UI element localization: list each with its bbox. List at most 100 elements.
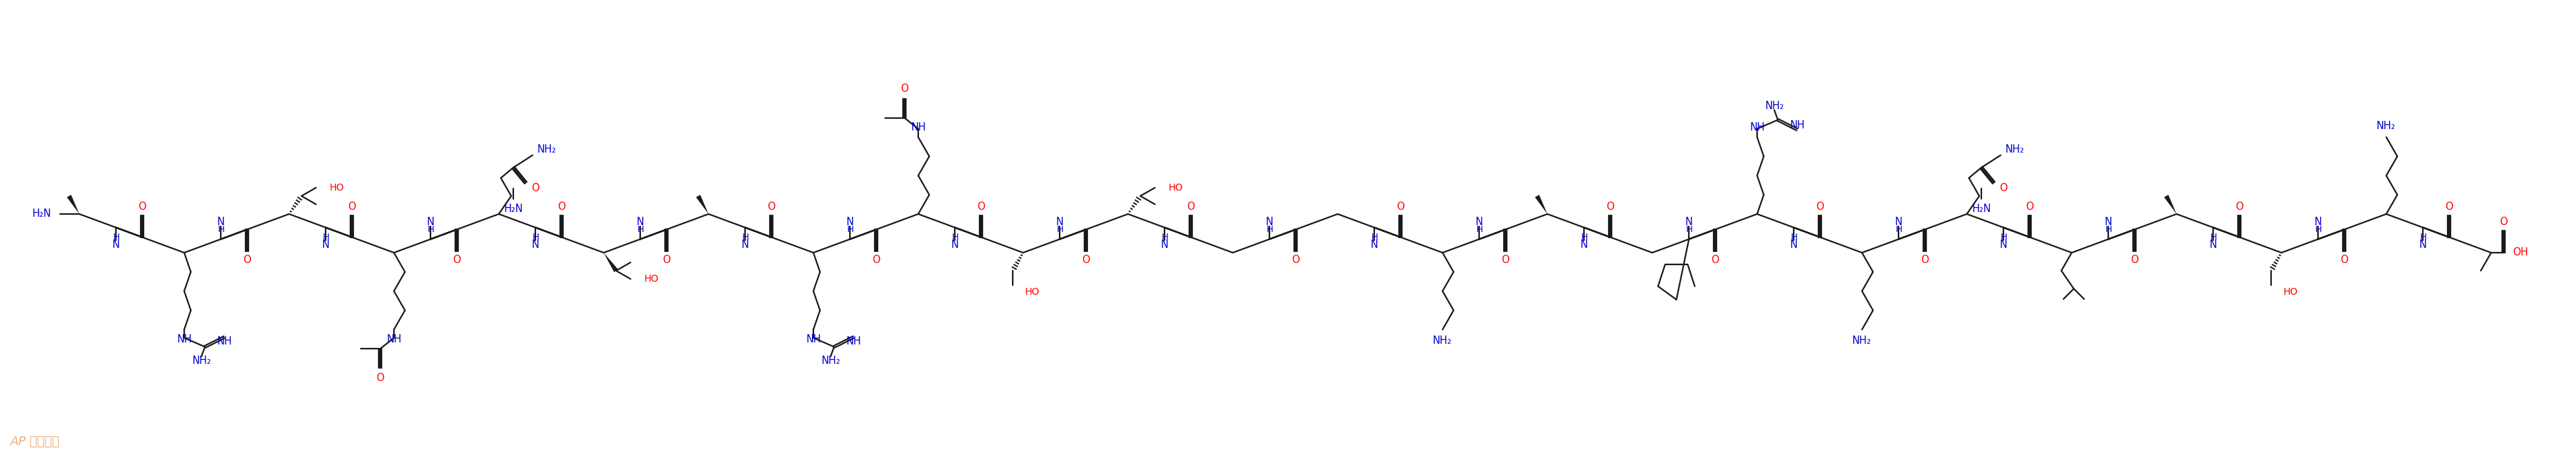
- Text: N: N: [951, 240, 958, 250]
- Text: O: O: [1710, 255, 1718, 265]
- Text: H: H: [1582, 233, 1587, 242]
- Text: HO: HO: [2282, 287, 2298, 297]
- Text: O: O: [376, 373, 384, 383]
- Text: H₂N: H₂N: [31, 209, 52, 219]
- Text: N: N: [1476, 217, 1484, 227]
- Text: H: H: [1267, 225, 1273, 234]
- Text: N: N: [531, 240, 538, 250]
- Text: O: O: [1922, 255, 1929, 265]
- Text: H: H: [1896, 225, 1901, 234]
- Text: H: H: [533, 233, 538, 242]
- Text: N: N: [1579, 240, 1587, 250]
- Text: O: O: [1396, 202, 1404, 212]
- Text: O: O: [2342, 255, 2349, 265]
- Text: HO: HO: [1025, 287, 1041, 297]
- Text: O: O: [531, 183, 538, 193]
- Text: O: O: [453, 255, 461, 265]
- Text: NH: NH: [912, 122, 925, 133]
- Text: O: O: [2025, 202, 2035, 212]
- Text: N: N: [1685, 217, 1692, 227]
- Text: O: O: [2499, 217, 2506, 227]
- Text: NH: NH: [1790, 120, 1806, 130]
- Text: H: H: [1056, 225, 1064, 234]
- Text: N: N: [2210, 240, 2218, 250]
- Text: O: O: [2236, 202, 2244, 212]
- Text: NH: NH: [216, 336, 232, 346]
- Text: NH₂: NH₂: [1765, 101, 1785, 111]
- Text: H: H: [1162, 233, 1167, 242]
- Text: H: H: [2105, 225, 2112, 234]
- Text: O: O: [2445, 202, 2452, 212]
- Text: HO: HO: [330, 183, 345, 192]
- Text: O: O: [873, 255, 881, 265]
- Text: H: H: [1685, 225, 1692, 234]
- Text: NH₂: NH₂: [191, 356, 211, 366]
- Text: N: N: [113, 240, 121, 250]
- Text: O: O: [1291, 255, 1301, 265]
- Polygon shape: [1535, 195, 1548, 214]
- Text: H₂N: H₂N: [1971, 204, 1991, 214]
- Text: NH₂: NH₂: [1852, 336, 1873, 346]
- Text: NH: NH: [806, 334, 822, 344]
- Text: N: N: [1790, 240, 1798, 250]
- Text: O: O: [2130, 255, 2138, 265]
- Text: H: H: [1476, 225, 1484, 234]
- Text: H: H: [1790, 233, 1798, 242]
- Text: H: H: [322, 233, 330, 242]
- Text: N: N: [2419, 240, 2427, 250]
- Text: N: N: [1162, 240, 1170, 250]
- Text: NH₂: NH₂: [536, 144, 556, 155]
- Text: AP 专肽生物: AP 专肽生物: [10, 436, 59, 448]
- Text: O: O: [242, 255, 250, 265]
- Text: H: H: [2316, 225, 2321, 234]
- Text: O: O: [1816, 202, 1824, 212]
- Text: NH₂: NH₂: [2378, 121, 2396, 131]
- Polygon shape: [67, 195, 80, 214]
- Text: N: N: [1370, 240, 1378, 250]
- Text: H: H: [742, 233, 750, 242]
- Text: NH: NH: [386, 334, 402, 344]
- Text: NH: NH: [848, 336, 860, 346]
- Text: NH₂: NH₂: [2004, 144, 2025, 155]
- Text: O: O: [662, 255, 670, 265]
- Text: H: H: [1999, 233, 2007, 242]
- Text: N: N: [2105, 217, 2112, 227]
- Text: HO: HO: [1170, 183, 1182, 192]
- Text: H: H: [1370, 233, 1378, 242]
- Text: N: N: [1056, 217, 1064, 227]
- Text: O: O: [1082, 255, 1090, 265]
- Text: N: N: [322, 240, 330, 250]
- Text: HO: HO: [644, 274, 659, 284]
- Text: H: H: [636, 225, 644, 234]
- Text: O: O: [139, 202, 147, 212]
- Polygon shape: [696, 195, 708, 214]
- Text: NH₂: NH₂: [822, 356, 840, 366]
- Text: N: N: [1999, 240, 2007, 250]
- Text: O: O: [1607, 202, 1615, 212]
- Polygon shape: [2164, 195, 2177, 214]
- Text: N: N: [216, 217, 224, 227]
- Text: N: N: [428, 217, 435, 227]
- Text: H: H: [951, 233, 958, 242]
- Text: O: O: [768, 202, 775, 212]
- Text: N: N: [742, 240, 750, 250]
- Text: O: O: [902, 83, 909, 94]
- Text: H₂N: H₂N: [505, 204, 523, 214]
- Text: N: N: [1265, 217, 1273, 227]
- Text: H: H: [2419, 233, 2427, 242]
- Text: N: N: [2313, 217, 2321, 227]
- Text: NH₂: NH₂: [1432, 336, 1453, 346]
- Text: OH: OH: [2512, 247, 2527, 258]
- Text: NH: NH: [178, 334, 191, 344]
- Text: O: O: [1502, 255, 1510, 265]
- Text: N: N: [636, 217, 644, 227]
- Text: N: N: [848, 217, 853, 227]
- Text: H: H: [113, 233, 118, 242]
- Polygon shape: [603, 253, 618, 272]
- Text: H: H: [428, 225, 433, 234]
- Text: O: O: [1999, 183, 2007, 193]
- Text: O: O: [1188, 202, 1195, 212]
- Text: H: H: [848, 225, 853, 234]
- Text: O: O: [556, 202, 567, 212]
- Text: H: H: [216, 225, 224, 234]
